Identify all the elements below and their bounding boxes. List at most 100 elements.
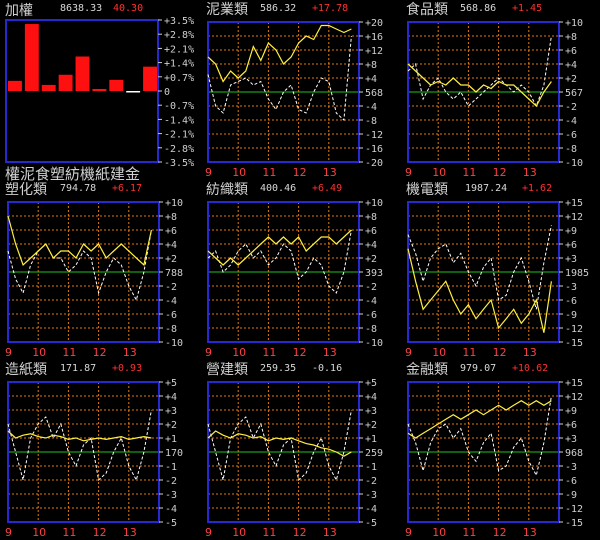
y-tick-label: -12 bbox=[565, 324, 583, 335]
y-tick-label: 170 bbox=[165, 448, 183, 459]
index-series-line bbox=[207, 229, 352, 294]
y-tick-label: -3 bbox=[365, 490, 377, 501]
sector-change: -0.16 bbox=[312, 363, 343, 374]
y-tick-label: -4 bbox=[565, 116, 577, 127]
y-tick-label: -9 bbox=[565, 310, 577, 321]
sector-title: 泥業類 bbox=[206, 2, 248, 18]
sector-line-chart: +5 +4 +3 +2 +1 259 -1 -2 -3 -4 -5 9 10 11 12 13 bbox=[205, 378, 383, 539]
x-tick-label: 13 bbox=[523, 166, 537, 179]
y-tick-label: -12 bbox=[365, 130, 383, 141]
sector-panel-7: 營建類 259.35 -0.16 +5 +4 +3 +2 +1 259 -1 -2 -3 -4 -5… bbox=[200, 360, 400, 540]
y-tick-label: -6 bbox=[565, 296, 577, 307]
index-panel: 加權 8638.33 40.30 +3.5% +2.8% +2.1% +1.4% +0.… bbox=[0, 0, 198, 183]
y-tick-label: +2 bbox=[365, 420, 377, 431]
x-tick-label: 13 bbox=[123, 346, 137, 359]
x-tick-label: 13 bbox=[523, 526, 537, 539]
x-tick-label: 13 bbox=[323, 526, 337, 539]
y-tick-label: -4 bbox=[365, 102, 377, 113]
y-tick-label: -12 bbox=[565, 504, 583, 515]
x-tick-label: 10 bbox=[432, 346, 446, 359]
x-tick-label: 12 bbox=[293, 166, 307, 179]
sector-panel-6: 造紙類 171.87 +0.93 +5 +4 +3 +2 +1 170 -1 -2 -3 -4 -5… bbox=[0, 360, 200, 540]
y-tick-label: -0.7% bbox=[164, 101, 194, 112]
x-tick-label: 12 bbox=[293, 346, 307, 359]
y-tick-label: +6 bbox=[565, 46, 577, 57]
y-tick-label: -9 bbox=[565, 490, 577, 501]
y-tick-label: -6 bbox=[165, 310, 177, 321]
x-tick-label: 13 bbox=[523, 346, 537, 359]
sector-change: +6.49 bbox=[312, 183, 343, 194]
y-tick-label: +16 bbox=[365, 32, 383, 43]
y-tick-label: -4 bbox=[365, 504, 377, 515]
x-tick-label: 11 bbox=[262, 346, 276, 359]
x-tick-label: 9 bbox=[5, 346, 12, 359]
y-tick-label: 968 bbox=[565, 448, 583, 459]
index-series-line bbox=[407, 225, 552, 310]
x-tick-label: 13 bbox=[323, 346, 337, 359]
bar-金 bbox=[143, 66, 157, 91]
y-tick-label: -3 bbox=[565, 462, 577, 473]
x-tick-label: 9 bbox=[205, 526, 212, 539]
sector-price: 259.35 bbox=[260, 363, 297, 374]
y-tick-label: -6 bbox=[365, 310, 377, 321]
sector-title: 營建類 bbox=[206, 362, 248, 378]
y-tick-label: -3.5% bbox=[164, 158, 194, 169]
y-tick-label: 0 bbox=[164, 87, 170, 98]
y-tick-label: 259 bbox=[365, 448, 383, 459]
sector-line-chart: +10 +8 +6 +4 +2 393 -2 -4 -6 -8 -10 9 10 11 12 13 bbox=[205, 198, 383, 359]
x-tick-label: 10 bbox=[32, 346, 46, 359]
sector-panel-1: 泥業類 586.32 +17.78 +20 +16 +12 +8 +4 568 -4 -8 -1… bbox=[200, 0, 400, 180]
x-tick-label: 13 bbox=[323, 166, 337, 179]
bar-泥 bbox=[24, 24, 39, 91]
sector-series-line bbox=[207, 24, 352, 83]
sector-change: +17.78 bbox=[312, 3, 349, 14]
y-tick-label: +2 bbox=[165, 254, 177, 265]
x-tick-label: 9 bbox=[205, 166, 212, 179]
index-series-line bbox=[207, 35, 352, 122]
y-tick-label: +10 bbox=[565, 18, 583, 29]
bar-食 bbox=[41, 84, 56, 91]
x-tick-label: 9 bbox=[405, 166, 412, 179]
y-tick-label: -10 bbox=[565, 158, 583, 169]
y-tick-label: -2 bbox=[365, 282, 377, 293]
y-tick-label: 393 bbox=[365, 268, 383, 279]
y-tick-label: -3 bbox=[565, 282, 577, 293]
x-tick-label: 11 bbox=[262, 526, 276, 539]
sector-title: 造紙類 bbox=[5, 362, 47, 378]
x-tick-label: 9 bbox=[405, 526, 412, 539]
bar-機 bbox=[92, 88, 107, 91]
y-tick-label: -4 bbox=[165, 504, 177, 515]
y-tick-label: +6 bbox=[565, 240, 577, 251]
x-tick-label: 10 bbox=[32, 526, 46, 539]
bar-紡 bbox=[75, 56, 90, 91]
y-tick-label: -20 bbox=[365, 158, 383, 169]
sector-price: 794.78 bbox=[60, 183, 97, 194]
sector-series-line bbox=[207, 229, 352, 266]
y-tick-label: -8 bbox=[165, 324, 177, 335]
index-series-line bbox=[407, 35, 552, 108]
sector-series-line bbox=[407, 399, 552, 439]
index-bar-chart: +3.5% +2.8% +2.1% +1.4% +0.7% 0 -0.7% -1.4% -2.1… bbox=[5, 16, 194, 169]
y-tick-label: +12 bbox=[565, 212, 583, 223]
index-price: 8638.33 bbox=[60, 3, 103, 14]
y-tick-label: +12 bbox=[565, 392, 583, 403]
y-tick-label: +12 bbox=[365, 46, 383, 57]
x-tick-label: 13 bbox=[123, 526, 137, 539]
y-tick-label: +4 bbox=[365, 240, 377, 251]
y-tick-label: -2 bbox=[365, 476, 377, 487]
sector-title: 機電類 bbox=[406, 182, 448, 198]
sector-price: 400.46 bbox=[260, 183, 297, 194]
index-series-line bbox=[407, 395, 552, 477]
sector-line-chart: +10 +8 +6 +4 +2 788 -2 -4 -6 -8 -10 9 10 11 12 13 bbox=[5, 198, 183, 359]
y-tick-label: +3 bbox=[165, 406, 177, 417]
y-tick-label: 788 bbox=[165, 268, 183, 279]
bar-紙 bbox=[109, 79, 124, 91]
y-tick-label: +4 bbox=[365, 392, 377, 403]
x-tick-label: 12 bbox=[493, 346, 507, 359]
y-tick-label: -1.4% bbox=[164, 115, 194, 126]
y-tick-label: -1 bbox=[165, 462, 177, 473]
bar-權 bbox=[8, 80, 22, 91]
y-tick-label: -6 bbox=[565, 130, 577, 141]
x-tick-label: 12 bbox=[293, 526, 307, 539]
y-tick-label: +1 bbox=[165, 434, 177, 445]
